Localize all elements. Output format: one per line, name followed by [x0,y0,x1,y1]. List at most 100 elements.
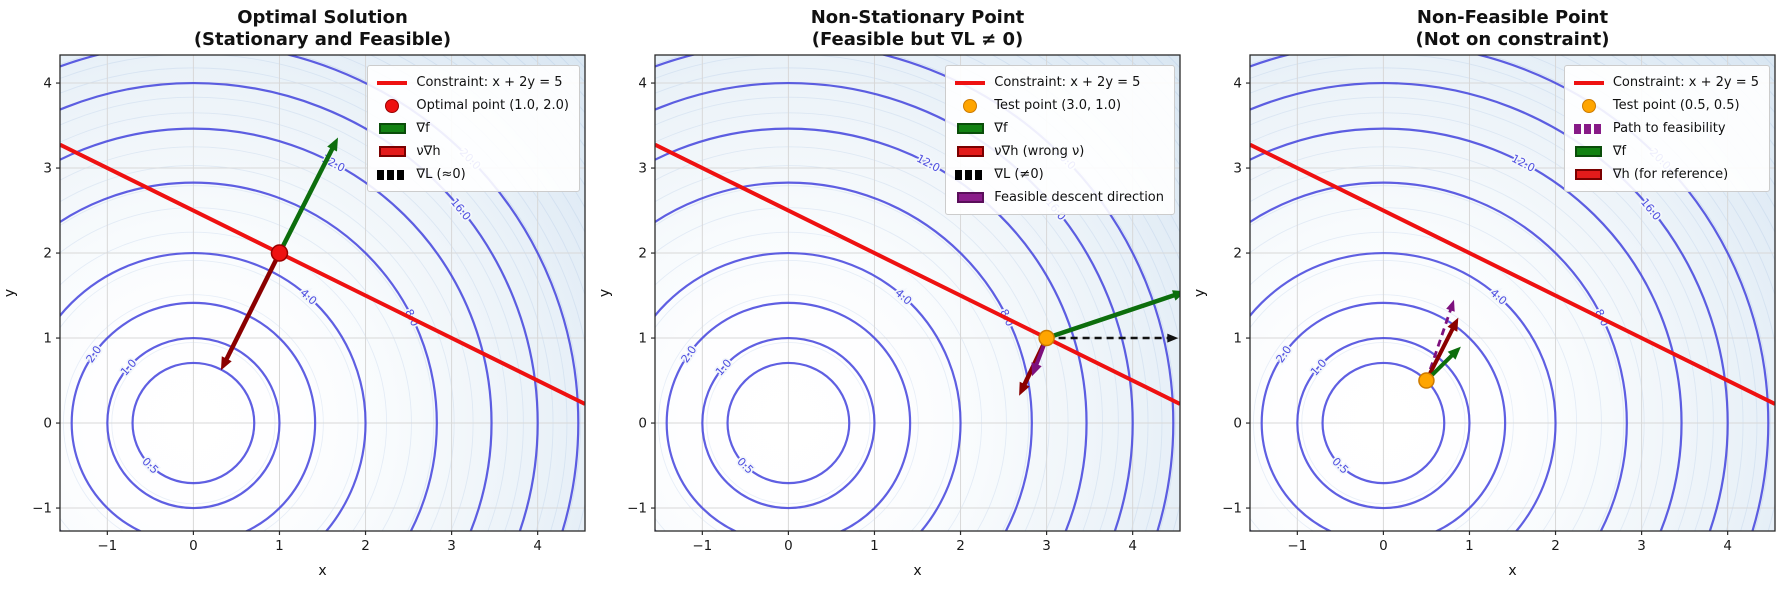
arrowhead-nu-grad-h [220,356,232,371]
svg-text:4: 4 [1128,538,1137,554]
legend-item: Test point (3.0, 1.0) [955,96,1164,115]
legend-item: ∇f [377,119,569,138]
svg-text:1: 1 [870,538,879,554]
legend-label: Constraint: x + 2y = 5 [416,75,563,90]
legend-swatch-line-icon [377,80,408,85]
svg-text:1: 1 [275,538,284,554]
arrow-nu-grad-h [223,252,282,362]
svg-text:1: 1 [1465,538,1474,554]
legend-swatch-line-icon [1573,80,1604,85]
arrowhead-grad-h [1447,317,1459,332]
legend-item: ∇h (for reference) [1574,165,1759,184]
legend-swatch-patch-icon [955,123,985,134]
legend-item: ν∇h [377,142,569,161]
legend-item: ∇L (≈0) [377,165,569,184]
legend-item: ν∇h (wrong ν) [955,142,1164,161]
svg-text:2: 2 [1551,538,1560,554]
svg-text:0: 0 [1233,416,1242,432]
legend-item: Constraint: x + 2y = 5 [377,73,569,92]
legend-swatch-patch-icon [955,146,985,157]
svg-text:−1: −1 [97,538,117,554]
panel-non-feasible-point: Non-Feasible Point (Not on constraint) 0… [1190,0,1785,590]
panel-title: Non-Stationary Point (Feasible but ∇L ≠ … [655,7,1180,51]
arrow-grad-f [277,146,336,255]
legend-swatch-dot-icon [377,98,407,113]
marker-point [1038,329,1055,347]
svg-text:4: 4 [533,538,542,554]
svg-text:0: 0 [43,416,52,432]
y-axis-label: y [2,288,19,298]
y-axis-label: y [597,288,614,298]
panel-title: Optimal Solution (Stationary and Feasibl… [60,7,585,51]
svg-text:2: 2 [956,538,965,554]
legend-item: ∇f [1574,142,1759,161]
svg-text:3: 3 [638,161,647,177]
legend-label: ∇f [994,121,1008,136]
legend-label: Constraint: x + 2y = 5 [994,75,1141,90]
legend-label: Test point (3.0, 1.0) [994,98,1122,113]
svg-text:−1: −1 [627,501,647,517]
legend-label: Feasible descent direction [994,190,1164,205]
legend-non-feasible: Constraint: x + 2y = 5 Test point (0.5, 0… [1563,65,1770,192]
panel-non-stationary-point: Non-Stationary Point (Feasible but ∇L ≠ … [595,0,1190,590]
legend-item: ∇L (≠0) [955,165,1164,184]
marker-point [1418,372,1435,389]
legend-label: ν∇h (wrong ν) [994,144,1085,159]
svg-text:0: 0 [189,538,198,554]
arrow-grad-h [1424,326,1456,382]
svg-text:1: 1 [638,331,647,347]
svg-text:3: 3 [447,538,456,554]
tick-labels: −1 0 1 2 3 4 −1 0 1 2 3 4 [1222,76,1732,554]
svg-text:−1: −1 [32,501,52,517]
legend-label: ∇L (≠0) [994,167,1044,182]
legend-swatch-patch-icon [377,123,407,134]
arrowhead-grad-f [1447,346,1461,360]
svg-text:4: 4 [1233,76,1242,92]
legend-item: Feasible descent direction [955,188,1164,207]
svg-text:4: 4 [1723,538,1732,554]
legend-label: ∇h (for reference) [1612,167,1729,182]
legend-label: Optimal point (1.0, 2.0) [416,98,569,113]
svg-text:1: 1 [1233,331,1242,347]
legend-swatch-line-icon [955,80,986,85]
legend-item: Path to feasibility [1573,119,1759,138]
svg-text:3: 3 [1233,161,1242,177]
svg-text:−1: −1 [1287,538,1307,554]
panel-title-line1: Non-Feasible Point [1416,7,1609,28]
legend-item: Optimal point (1.0, 2.0) [377,96,569,115]
panel-title-line1: Non-Stationary Point [810,7,1025,28]
svg-text:0: 0 [638,416,647,432]
legend-item: ∇f [955,119,1164,138]
panel-title-line2: (Feasible but ∇L ≠ 0) [811,29,1024,50]
legend-swatch-dashpatch-icon [955,169,986,180]
arrowhead-grad-f [1172,290,1180,301]
axes-spines [59,54,586,532]
panel-title-line2: (Not on constraint) [1415,29,1610,50]
constraint-line [1250,142,1775,406]
legend-item: Constraint: x + 2y = 5 [955,73,1164,92]
arrowhead-feasible-descent [1031,362,1042,377]
svg-text:2: 2 [638,246,647,262]
legend-swatch-dashpatch-icon [1573,123,1604,134]
svg-text:2: 2 [1233,246,1242,262]
svg-text:1: 1 [43,331,52,347]
legend-swatch-patch-icon [955,192,985,203]
legend-swatch-dot-icon [1574,98,1604,113]
tick-labels: −1 0 1 2 3 4 −1 0 1 2 3 4 [32,76,542,554]
contour-lines [1250,55,1770,531]
svg-text:−1: −1 [692,538,712,554]
legend-swatch-patch-icon [377,146,407,157]
legend-label: Path to feasibility [1612,121,1726,136]
x-axis-label: x [318,563,327,579]
svg-text:2: 2 [43,246,52,262]
legend-item: Test point (0.5, 0.5) [1574,96,1759,115]
axes-spines [654,54,1181,532]
svg-text:0: 0 [1379,538,1388,554]
marker-point [270,244,289,262]
svg-text:−1: −1 [1222,501,1242,517]
legend-label: ∇f [416,121,430,136]
svg-text:3: 3 [1637,538,1646,554]
legend-swatch-dashpatch-icon [377,169,408,180]
svg-text:4: 4 [638,76,647,92]
